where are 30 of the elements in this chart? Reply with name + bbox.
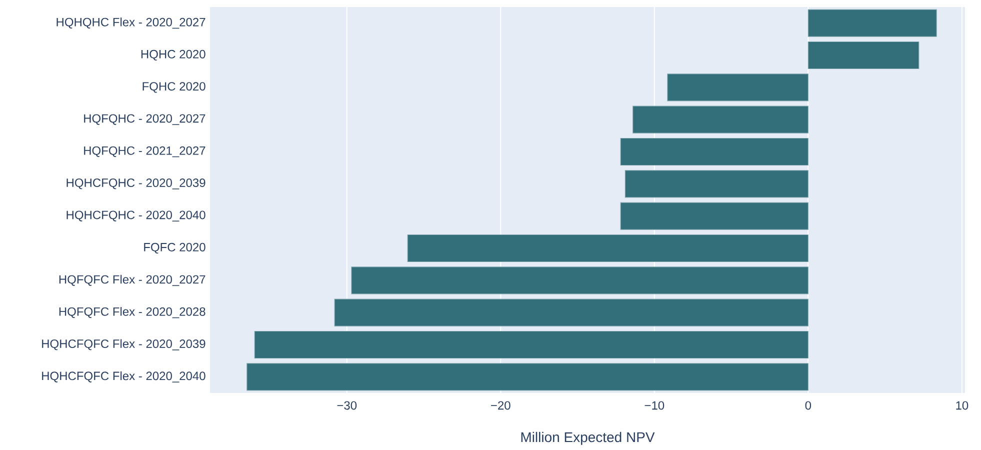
bar: [407, 234, 808, 262]
bar: [620, 202, 808, 230]
bar: [254, 330, 808, 359]
y-tick-label: HQHCFQFC Flex - 2020_2040: [42, 371, 206, 382]
bar: [632, 106, 808, 134]
x-tick-label: 0: [805, 401, 812, 410]
y-tick-label: HQFQFC Flex - 2020_2027: [59, 274, 206, 286]
bar: [334, 298, 808, 326]
bar: [808, 9, 937, 37]
y-tick-label: HQHQHC Flex - 2020_2027: [56, 18, 206, 29]
y-tick-label: HQFQHC - 2021_2027: [84, 146, 206, 158]
bar: [624, 170, 808, 198]
x-tick-label: −10: [644, 401, 664, 410]
bar: [667, 74, 808, 102]
y-tick-label: HQHCFQHC - 2020_2039: [66, 178, 206, 190]
y-tick-label: FQFC 2020: [144, 242, 206, 254]
y-tick-label: HQFQFC Flex - 2020_2028: [59, 307, 206, 318]
y-tick-label: HQHC 2020: [141, 50, 206, 61]
x-tick-label: −20: [491, 401, 510, 410]
x-tick-label: 10: [956, 401, 968, 410]
x-tick-label: −30: [337, 401, 357, 410]
y-tick-label: FQHC 2020: [142, 82, 206, 93]
y-tick-label: HQHCFQFC Flex - 2020_2039: [42, 339, 206, 350]
bar: [351, 266, 808, 294]
x-axis-title: Million Expected NPV: [521, 432, 655, 445]
y-tick-label: HQHCFQHC - 2020_2040: [66, 210, 206, 222]
bar: [246, 363, 808, 391]
bar: [620, 138, 808, 166]
bar: [808, 41, 920, 70]
y-tick-label: HQFQHC - 2020_2027: [84, 114, 206, 125]
